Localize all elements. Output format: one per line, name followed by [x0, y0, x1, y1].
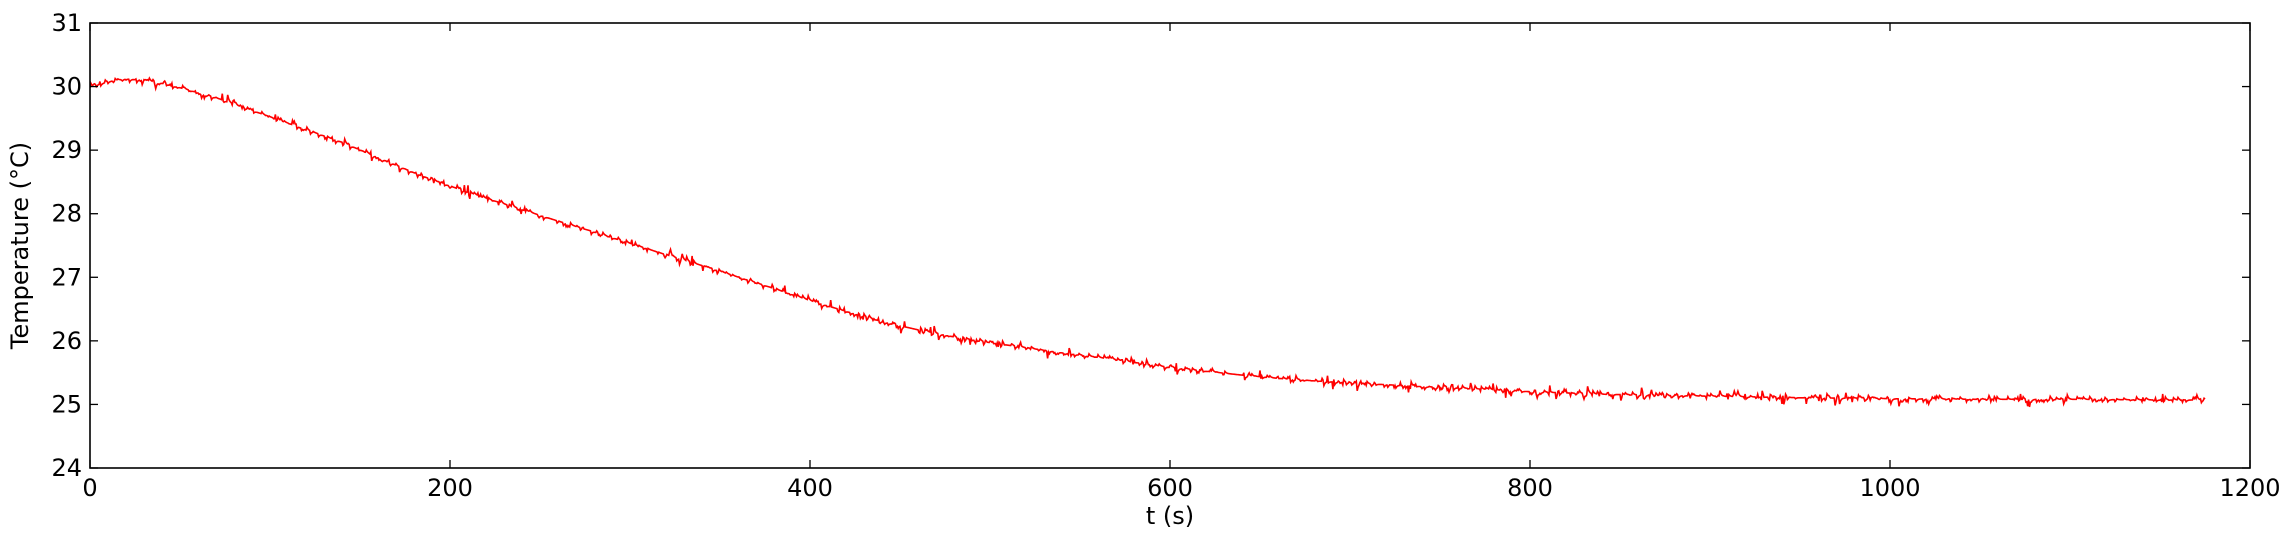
- y-tick-label: 24: [51, 454, 82, 482]
- x-tick-label: 1200: [2219, 474, 2280, 502]
- plot-area: [90, 76, 2206, 408]
- x-axis-label: t (s): [1146, 502, 1194, 530]
- series-line-0: [90, 76, 2206, 408]
- y-tick-label: 27: [51, 263, 82, 291]
- y-tick-label: 29: [51, 136, 82, 164]
- x-tick-label: 600: [1147, 474, 1193, 502]
- y-axis-label: Temperature (°C): [6, 142, 34, 350]
- x-tick-label: 0: [82, 474, 97, 502]
- y-tick-label: 26: [51, 327, 82, 355]
- x-tick-label: 1000: [1859, 474, 1920, 502]
- y-tick-label: 28: [51, 200, 82, 228]
- x-tick-label: 400: [787, 474, 833, 502]
- x-tick-label: 200: [427, 474, 473, 502]
- y-tick-label: 31: [51, 9, 82, 37]
- axes: 0 200 400 600 800 1000 1200 24 25 26 27 28 29 30 31: [51, 9, 2280, 502]
- y-tick-label: 25: [51, 390, 82, 418]
- y-tick-label: 30: [51, 73, 82, 101]
- x-tick-label: 800: [1507, 474, 1553, 502]
